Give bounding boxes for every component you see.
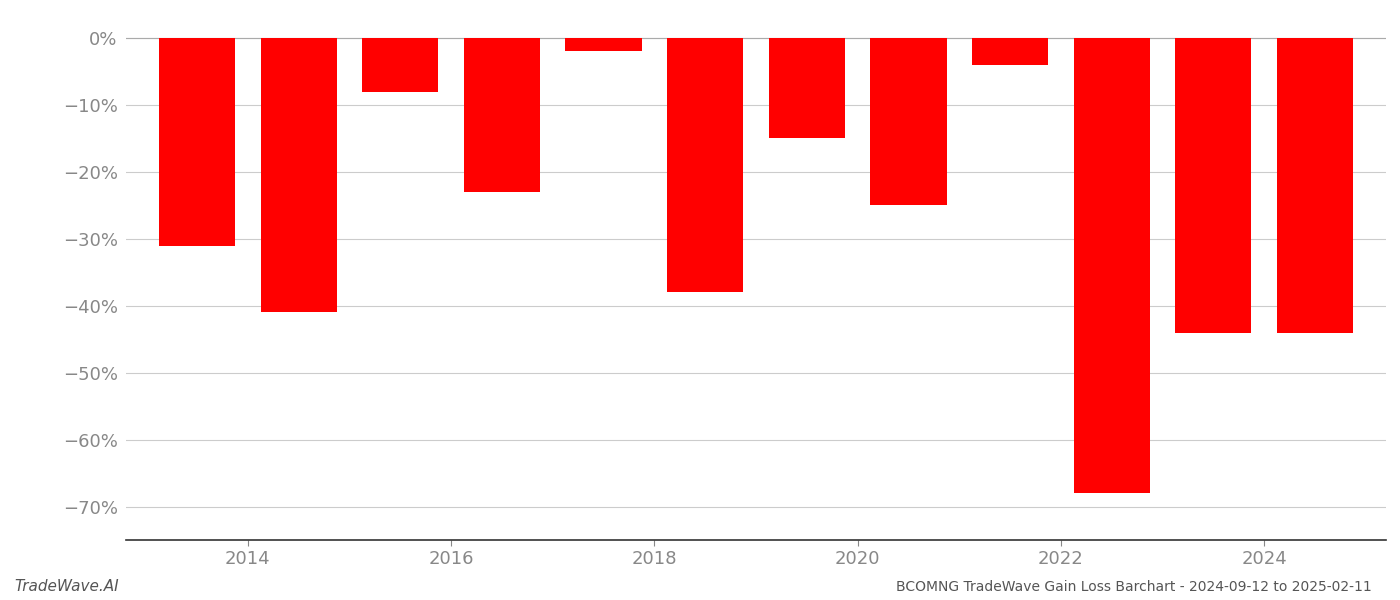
- Bar: [1074, 38, 1149, 493]
- Bar: [566, 38, 641, 52]
- Bar: [260, 38, 337, 313]
- Bar: [871, 38, 946, 205]
- Bar: [972, 38, 1049, 65]
- Bar: [1175, 38, 1252, 332]
- Text: TradeWave.AI: TradeWave.AI: [14, 579, 119, 594]
- Bar: [160, 38, 235, 245]
- Bar: [363, 38, 438, 92]
- Bar: [1277, 38, 1352, 332]
- Bar: [769, 38, 846, 139]
- Text: BCOMNG TradeWave Gain Loss Barchart - 2024-09-12 to 2025-02-11: BCOMNG TradeWave Gain Loss Barchart - 20…: [896, 580, 1372, 594]
- Bar: [666, 38, 743, 292]
- Bar: [463, 38, 540, 192]
